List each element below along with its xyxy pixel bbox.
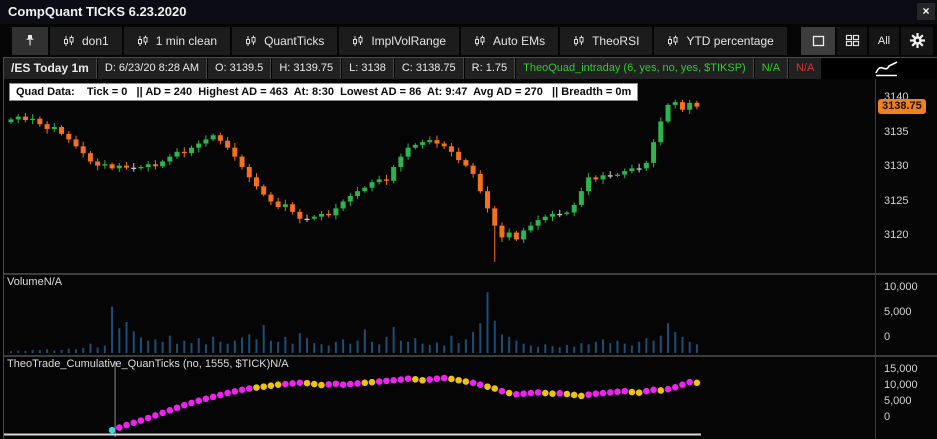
- window-title: CompQuant TICKS 6.23.2020: [8, 4, 187, 19]
- quanticks-pane: TheoTrade_Cumulative_QuanTicks (no, 1555…: [4, 357, 937, 439]
- tab-implvolrange[interactable]: ImplVolRange: [339, 26, 460, 55]
- tab-label: Auto EMs: [493, 33, 546, 48]
- axis-label: 5,000: [884, 395, 912, 407]
- grid-icon: [845, 34, 859, 47]
- candlestick-icon: [475, 35, 485, 46]
- ohlc-field-0: D: 6/23/20 8:28 AM: [97, 58, 207, 79]
- quad-data-bar: Quad Data: Tick = 0 || AD = 240 Highest …: [9, 83, 639, 101]
- plot-edge: [875, 357, 876, 439]
- gear-icon[interactable]: [901, 26, 933, 55]
- tab-bar: don1 1 min clean QuantTicks ImplVolRange Aut…: [0, 24, 937, 57]
- tab-label: 1 min clean: [155, 33, 218, 48]
- volume-series: [10, 292, 698, 353]
- study-value-na-red: N/A: [789, 58, 822, 79]
- price-chart-canvas[interactable]: [4, 79, 875, 273]
- volume-pane-label: VolumeN/A: [7, 276, 63, 288]
- axis-label: 0: [884, 411, 891, 423]
- axis-label: 5,000: [884, 306, 912, 318]
- ohlc-field-5: R: 1.75: [464, 58, 516, 79]
- candlestick-icon: [353, 35, 363, 46]
- axis-label: 3130: [884, 160, 909, 172]
- tab-label: TheoRSI: [592, 33, 640, 48]
- axis-label: 0: [884, 331, 891, 343]
- symbol-label: /ES Today 1m: [4, 58, 97, 79]
- close-icon[interactable]: ×: [917, 3, 935, 20]
- pin-icon: [26, 35, 34, 46]
- quanticks-series: [108, 374, 701, 434]
- chart-area: /ES Today 1m D: 6/23/20 8:28 AM O: 3139.5 H…: [3, 57, 937, 439]
- tab-label: YTD percentage: [686, 33, 774, 48]
- all-button[interactable]: All: [869, 26, 899, 55]
- volume-axis: 10,000 5,000 0: [876, 275, 937, 355]
- candlestick-icon: [668, 35, 678, 46]
- axis-label: 10,000: [884, 379, 918, 391]
- price-pane: Quad Data: Tick = 0 || AD = 240 Highest …: [4, 79, 937, 273]
- single-pane-layout-button[interactable]: [801, 26, 835, 55]
- axis-label: 15,000: [884, 363, 918, 375]
- chart-header: /ES Today 1m D: 6/23/20 8:28 AM O: 3139.5 H…: [4, 58, 937, 79]
- ohlc-field-1: O: 3139.5: [207, 58, 272, 79]
- tab-label: QuantTicks: [264, 33, 325, 48]
- study-value-na-green: N/A: [754, 58, 789, 79]
- grid-layout-button[interactable]: [837, 26, 867, 55]
- volume-pane: VolumeN/A 10,000 5,000 0: [4, 275, 937, 355]
- study-label: TheoQuad_intraday (6, yes, no, yes, $TIK…: [516, 58, 754, 79]
- candlestick-icon: [246, 35, 256, 46]
- tab-ytd-percentage[interactable]: YTD percentage: [654, 26, 787, 55]
- price-axis: 3140 3135 3130 3125 3120 3138.75: [876, 79, 937, 273]
- candlestick-icon: [64, 35, 74, 46]
- tab-label: don1: [82, 33, 109, 48]
- quanticks-axis: 15,000 10,000 5,000 0: [876, 357, 937, 439]
- quanticks-pane-label: TheoTrade_Cumulative_QuanTicks (no, 1555…: [7, 358, 289, 370]
- plot-edge: [875, 79, 876, 273]
- single-pane-icon: [812, 35, 824, 46]
- tab-theorsi[interactable]: TheoRSI: [560, 26, 653, 55]
- candles-series: [8, 99, 700, 262]
- candlestick-icon: [137, 35, 148, 46]
- tab-quantticks[interactable]: QuantTicks: [232, 26, 338, 55]
- ohlc-field-3: L: 3138: [342, 58, 394, 79]
- chart-style-icon[interactable]: [874, 59, 900, 77]
- tab-pin[interactable]: [12, 26, 48, 55]
- candlestick-icon: [574, 35, 584, 46]
- ohlc-field-2: H: 3139.75: [272, 58, 342, 79]
- quanticks-chart-canvas[interactable]: [4, 357, 875, 439]
- ohlc-field-4: C: 3138.75: [394, 58, 464, 79]
- tab-auto-ems[interactable]: Auto EMs: [461, 26, 559, 55]
- axis-label: 3135: [884, 125, 909, 138]
- tab-label: ImplVolRange: [371, 33, 447, 48]
- pane-separator[interactable]: [4, 355, 937, 357]
- tab-list: don1 1 min clean QuantTicks ImplVolRange Aut…: [50, 26, 787, 55]
- volume-chart-canvas[interactable]: [4, 275, 875, 355]
- pane-separator[interactable]: [4, 273, 937, 275]
- last-price-tag: 3138.75: [878, 98, 926, 114]
- axis-label: 3120: [884, 229, 909, 241]
- title-bar: CompQuant TICKS 6.23.2020 ×: [0, 0, 937, 24]
- axis-label: 10,000: [884, 281, 918, 293]
- tab-don1[interactable]: don1: [50, 26, 122, 55]
- axis-label: 3125: [884, 194, 909, 207]
- tab-1-min-clean[interactable]: 1 min clean: [123, 26, 231, 55]
- plot-edge: [875, 275, 876, 355]
- zero-baseline: [4, 433, 701, 436]
